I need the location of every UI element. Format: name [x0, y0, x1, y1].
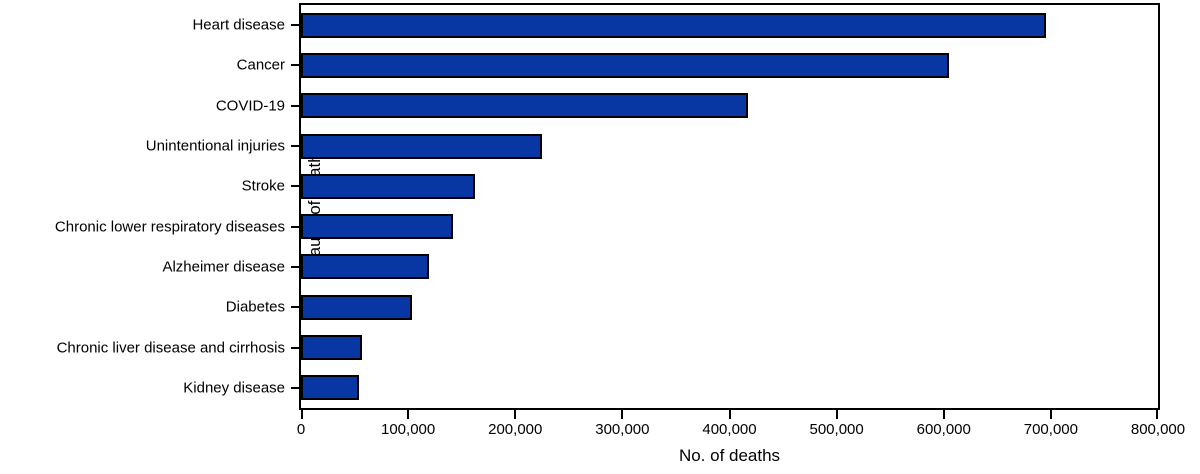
x-axis-title: No. of deaths [678, 446, 781, 465]
category-label: Unintentional injuries [145, 137, 285, 155]
x-tick-label: 400,000 [702, 421, 757, 438]
x-axis-tick [301, 410, 303, 419]
x-axis-tick [621, 410, 624, 419]
bar [301, 294, 412, 320]
x-tick-label: 200,000 [488, 421, 543, 438]
y-axis-tick [291, 145, 301, 148]
y-axis-tick [291, 225, 301, 228]
category-label: COVID-19 [215, 97, 285, 115]
category-label: Alzheimer disease [162, 258, 285, 276]
x-axis-tick [407, 410, 410, 419]
y-axis-tick [291, 104, 301, 107]
bar [301, 52, 949, 78]
y-axis-tick [291, 265, 301, 268]
category-label: Heart disease [192, 16, 285, 34]
x-axis-tick [835, 410, 838, 419]
x-tick-label: 100,000 [381, 421, 436, 438]
category-label: Diabetes [225, 298, 285, 316]
x-axis-tick [1049, 410, 1052, 419]
x-tick-label: 600,000 [916, 421, 971, 438]
category-label: Cancer [236, 56, 285, 74]
x-tick-label: 700,000 [1023, 421, 1078, 438]
x-tick-label: 800,000 [1130, 421, 1186, 438]
y-axis-tick [291, 64, 301, 67]
x-tick-label: 300,000 [595, 421, 650, 438]
bar [301, 335, 362, 361]
bar [301, 93, 748, 119]
bar [301, 254, 429, 280]
category-label: Stroke [241, 177, 285, 195]
plot-area: No. of deaths Cause of death Heart disea… [55, 3, 1185, 465]
x-axis-tick [1156, 410, 1158, 419]
category-label: Chronic lower respiratory diseases [54, 218, 285, 236]
x-axis-tick [942, 410, 945, 419]
bar [301, 133, 542, 159]
bar [301, 375, 359, 401]
y-axis-tick [291, 24, 301, 27]
bar [301, 173, 475, 199]
x-axis-tick [514, 410, 517, 419]
bar [301, 12, 1046, 38]
x-tick-label: 0 [296, 421, 306, 438]
y-axis-tick [291, 386, 301, 389]
x-axis-tick [728, 410, 731, 419]
x-tick-label: 500,000 [809, 421, 864, 438]
bar [301, 214, 453, 240]
category-label: Kidney disease [183, 379, 285, 397]
y-axis-tick [291, 185, 301, 188]
y-axis-tick [291, 306, 301, 309]
y-axis-tick [291, 346, 301, 349]
category-label: Chronic liver disease and cirrhosis [56, 339, 285, 357]
